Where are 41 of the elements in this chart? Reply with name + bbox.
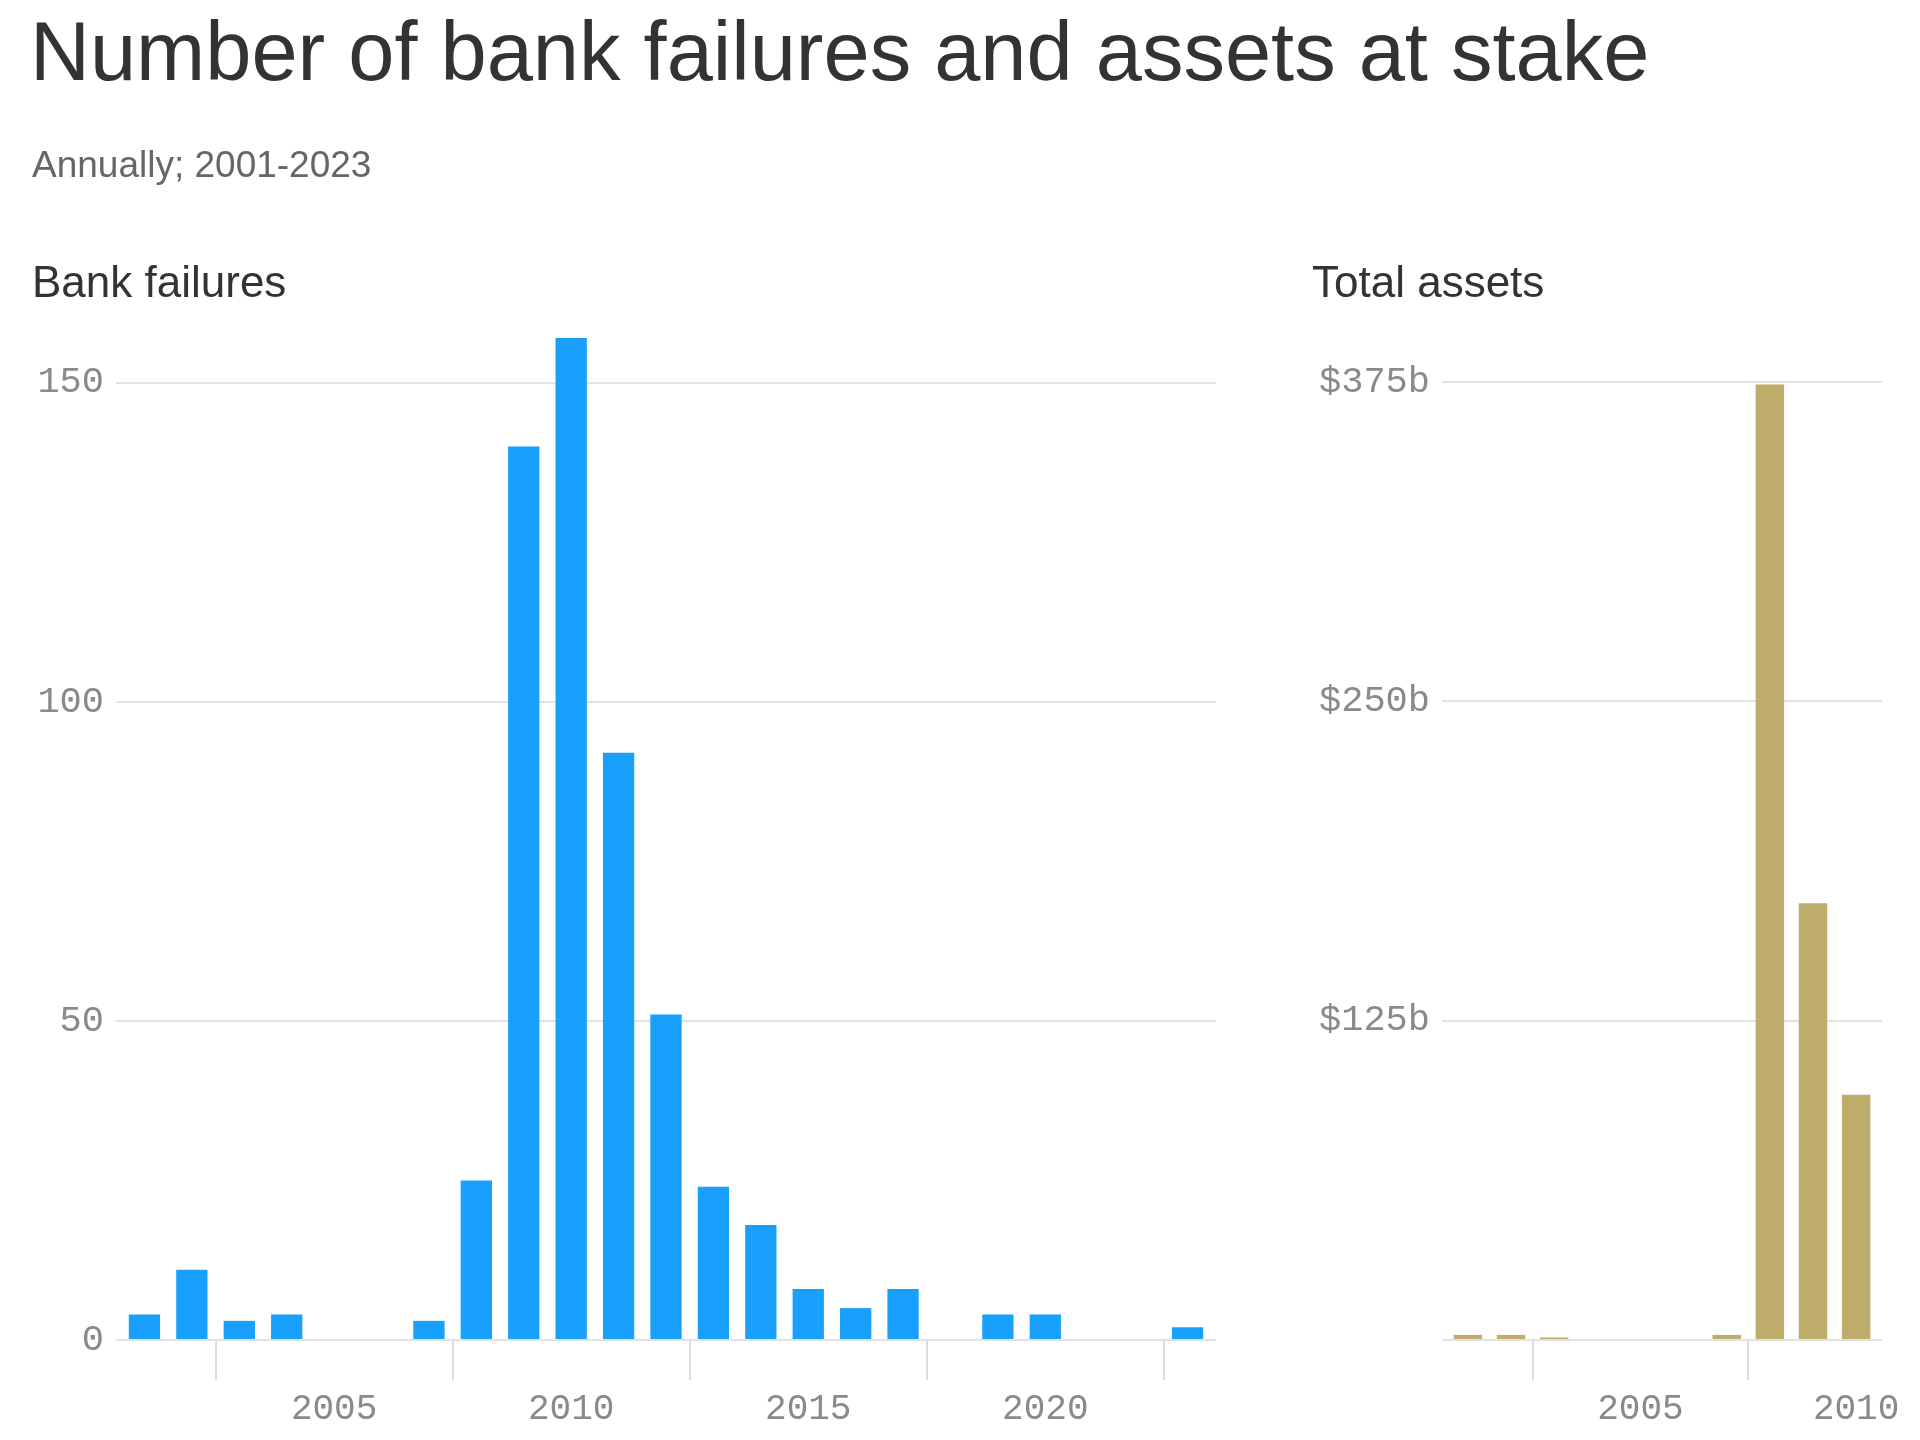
bar (650, 1014, 682, 1339)
bar (697, 1186, 730, 1339)
bar (128, 1314, 161, 1339)
y-tick-label: 100 (37, 680, 104, 723)
bar (840, 1308, 872, 1339)
y-tick-label: 50 (59, 999, 104, 1042)
bar (1496, 1334, 1526, 1339)
bar (176, 1269, 208, 1339)
bar (508, 446, 540, 1339)
bar (1171, 1327, 1204, 1339)
bar (792, 1288, 824, 1339)
y-tick-label: $375b (1318, 360, 1430, 403)
bar (1029, 1314, 1061, 1339)
bar (1755, 384, 1785, 1339)
bar (1841, 1094, 1871, 1339)
bar (887, 1288, 919, 1339)
bar (413, 1320, 445, 1339)
bar (982, 1314, 1014, 1339)
bar (602, 752, 635, 1339)
x-tick-label: 2015 (765, 1389, 852, 1431)
chart-title: Number of bank failures and assets at stake (30, 5, 1650, 98)
bar (555, 338, 587, 1339)
bar (1712, 1334, 1741, 1339)
x-tick-label: 2010 (1812, 1389, 1900, 1431)
x-tick-label: 2020 (1002, 1389, 1089, 1431)
y-tick-label: 150 (37, 361, 104, 404)
bar (1798, 903, 1828, 1339)
bar (460, 1180, 492, 1339)
chart-subtitle: Annually; 2001-2023 (32, 144, 372, 185)
y-tick-label: $125b (1318, 999, 1430, 1042)
bar (271, 1314, 303, 1339)
x-tick-label: 2010 (527, 1389, 615, 1431)
y-tick-label: $250b (1318, 680, 1430, 723)
bar (745, 1225, 777, 1339)
bar (223, 1320, 255, 1339)
y-axis-title: Bank failures (32, 257, 287, 306)
y-tick-label: 0 (81, 1318, 104, 1361)
x-tick-label: 2005 (290, 1389, 378, 1431)
bar (1453, 1334, 1483, 1339)
x-tick-label: 2005 (1597, 1389, 1684, 1431)
y-axis-title: Total assets (1312, 257, 1545, 306)
